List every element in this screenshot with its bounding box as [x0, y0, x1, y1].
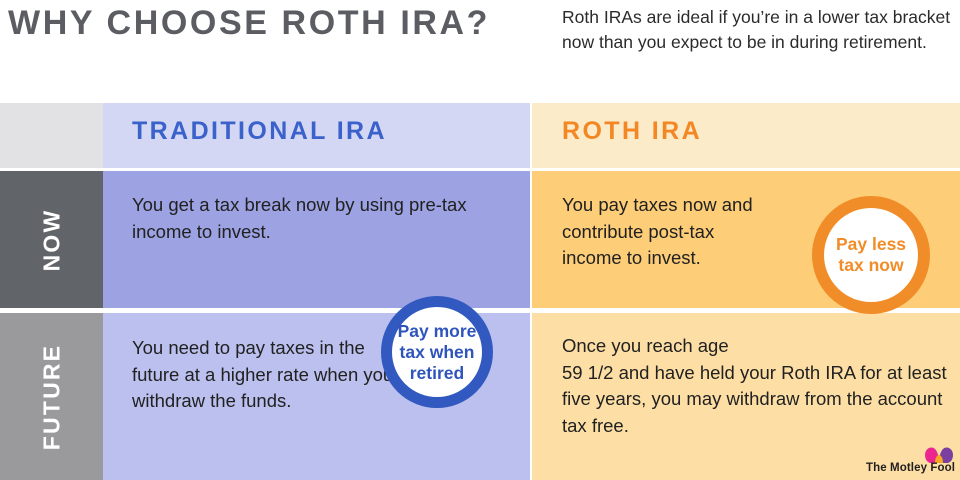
column-header-traditional-ira: TRADITIONAL IRA: [103, 103, 530, 168]
row-label-now: NOW: [0, 171, 103, 308]
comparison-table: TRADITIONAL IRA ROTH IRA NOW FUTURE You …: [0, 103, 960, 480]
row-label-future-text: FUTURE: [38, 343, 64, 450]
header-band: WHY CHOOSE ROTH IRA? Roth IRAs are ideal…: [0, 0, 960, 103]
column-header-roth-ira-label: ROTH IRA: [562, 117, 703, 145]
column-header-traditional-ira-label: TRADITIONAL IRA: [132, 117, 387, 145]
badge-pay-less-tax-now: Pay less tax now: [812, 196, 930, 314]
cell-roth-now-text: You pay taxes now and contribute post-ta…: [562, 194, 753, 268]
cell-traditional-now: You get a tax break now by using pre-tax…: [103, 171, 530, 308]
row-label-future: FUTURE: [0, 313, 103, 480]
column-header-roth-ira: ROTH IRA: [532, 103, 960, 168]
jester-hat-icon: [925, 447, 953, 463]
badge-pay-more-tax-when-retired-text: Pay more tax when retired: [397, 320, 477, 383]
row-label-now-text: NOW: [38, 208, 64, 271]
cell-roth-future: Once you reach age 59 1/2 and have held …: [532, 313, 960, 480]
motley-fool-logo: The Motley Fool: [866, 447, 956, 474]
badge-pay-less-tax-now-text: Pay less tax now: [835, 234, 907, 275]
page-title: WHY CHOOSE ROTH IRA?: [8, 4, 491, 42]
table-corner-cell: [0, 103, 103, 168]
motley-fool-logo-text: The Motley Fool: [866, 462, 956, 474]
cell-roth-future-text: Once you reach age 59 1/2 and have held …: [562, 335, 947, 436]
intro-paragraph: Roth IRAs are ideal if you’re in a lower…: [562, 7, 951, 52]
cell-traditional-now-text: You get a tax break now by using pre-tax…: [132, 194, 467, 242]
badge-pay-more-tax-when-retired: Pay more tax when retired: [381, 296, 493, 408]
cell-traditional-future-text: You need to pay taxes in the future at a…: [132, 337, 394, 411]
